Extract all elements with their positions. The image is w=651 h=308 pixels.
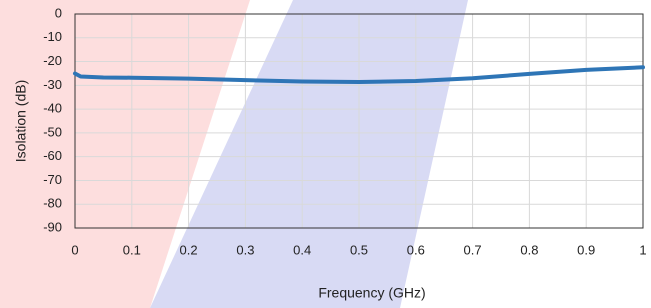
- y-tick-label: -80: [43, 196, 62, 211]
- x-tick-label: 0.6: [407, 242, 425, 257]
- y-tick-label: 0: [55, 5, 62, 20]
- y-tick-label: -60: [43, 148, 62, 163]
- x-tick-label: 0.8: [520, 242, 538, 257]
- x-tick-label: 0.2: [180, 242, 198, 257]
- x-tick-label: 0.9: [577, 242, 595, 257]
- x-tick-label: 0.4: [293, 242, 311, 257]
- y-tick-label: -90: [43, 219, 62, 234]
- y-tick-label: -30: [43, 77, 62, 92]
- x-tick-label: 0.7: [464, 242, 482, 257]
- x-axis-label: Frequency (GHz): [318, 285, 425, 301]
- y-tick-label: -10: [43, 29, 62, 44]
- y-tick-label: -50: [43, 124, 62, 139]
- x-tick-label: 1: [639, 242, 646, 257]
- y-tick-label: -40: [43, 101, 62, 116]
- y-axis-label: Isolation (dB): [13, 80, 29, 162]
- x-tick-label: 0.1: [123, 242, 141, 257]
- x-tick-label: 0.3: [236, 242, 254, 257]
- y-tick-label: -20: [43, 53, 62, 68]
- y-tick-label: -70: [43, 172, 62, 187]
- chart: Frequency (GHz) Isolation (dB) 0 -10 -20 -3…: [0, 0, 651, 308]
- x-tick-label: 0.5: [350, 242, 368, 257]
- x-tick-label: 0: [71, 242, 78, 257]
